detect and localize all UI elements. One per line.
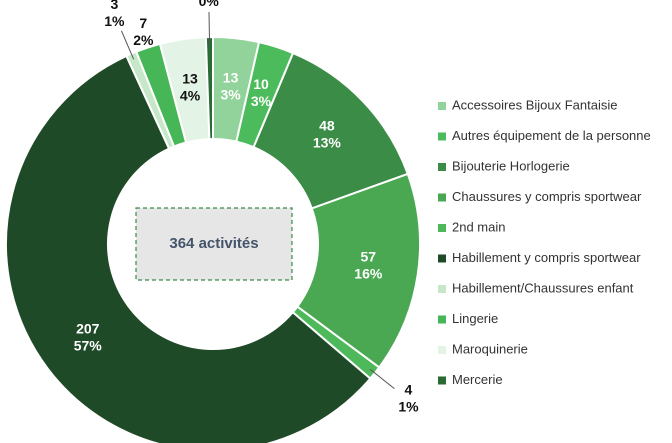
value-label: 7 (139, 15, 147, 31)
legend-label: Accessoires Bijoux Fantaisie (452, 97, 617, 112)
percent-label: 3% (251, 93, 272, 109)
legend-swatch (438, 346, 446, 354)
legend-swatch (438, 102, 446, 110)
legend-swatch (438, 315, 446, 324)
legend-label: Bijouterie Horlogerie (452, 158, 570, 173)
percent-label: 13% (313, 135, 342, 151)
percent-label: 1% (104, 13, 125, 29)
value-label: 57 (361, 249, 377, 265)
value-label: 10 (253, 76, 269, 92)
legend-label: Mercerie (452, 372, 503, 387)
center-box (135, 207, 293, 281)
legend-swatch (438, 254, 446, 263)
value-label: 4 (405, 382, 413, 398)
percent-label: 1% (398, 399, 419, 415)
percent-label: 3% (220, 87, 241, 103)
legend-swatch (438, 376, 446, 385)
value-label: 207 (76, 320, 100, 336)
percent-label: 0% (199, 0, 220, 9)
leader-line (369, 368, 395, 390)
value-label: 48 (319, 118, 335, 134)
legend-label: Autres équipement de la personne (452, 128, 651, 143)
percent-label: 16% (354, 266, 383, 282)
leader-line (208, 12, 211, 44)
legend-swatch (438, 132, 446, 141)
center-label: 364 activités (169, 235, 258, 252)
legend-swatch (438, 224, 446, 232)
value-label: 13 (182, 70, 198, 86)
legend-label: Chaussures y compris sportwear (452, 189, 642, 204)
legend-swatch (438, 193, 446, 202)
value-label: 3 (110, 0, 118, 12)
percent-label: 4% (180, 87, 201, 103)
percent-label: 2% (133, 32, 154, 48)
legend-swatch (438, 163, 446, 171)
legend-label: Maroquinerie (452, 341, 528, 356)
percent-label: 57% (74, 337, 103, 353)
value-label: 13 (223, 70, 239, 86)
leader-line (120, 30, 135, 60)
legend-label: Habillement y compris sportwear (452, 250, 641, 265)
donut-slice (204, 35, 214, 141)
legend-label: Habillement/Chaussures enfant (452, 280, 634, 295)
donut-slice (5, 54, 372, 443)
legend-swatch (438, 285, 446, 293)
legend-label: 2nd main (452, 219, 505, 234)
legend-label: Lingerie (452, 311, 498, 326)
